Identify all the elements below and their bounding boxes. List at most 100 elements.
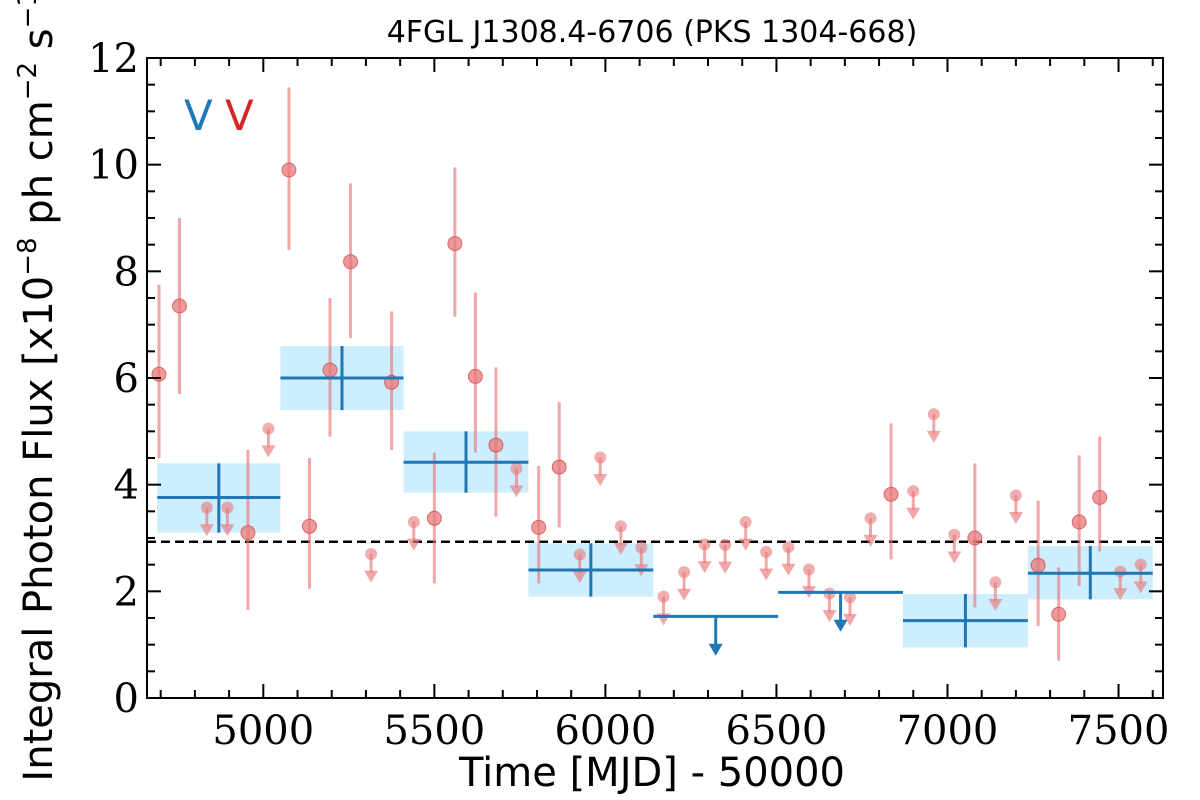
- short-bin-ul-point-3: [221, 501, 234, 514]
- short-bin-ul-point-22: [614, 520, 627, 533]
- short-bin-ul-arrow-41: [1008, 512, 1023, 524]
- y-tick-label-5: 10: [88, 143, 139, 189]
- short-bin-point-43: [1051, 606, 1067, 622]
- short-bin-ul-point-17: [510, 462, 523, 475]
- x-tick-label-3: 6500: [726, 708, 828, 754]
- short-bin-ul-arrow-47: [1133, 581, 1148, 594]
- y-tick-label-1: 2: [114, 569, 139, 615]
- y-axis-label-text: Integral Photon Flux [x10: [16, 276, 62, 782]
- short-bin-ul-arrow-28: [738, 538, 753, 551]
- short-bin-ul-point-27: [719, 538, 732, 551]
- short-bin-point-14: [447, 236, 463, 252]
- short-bin-ul-arrow-17: [509, 485, 524, 498]
- short-bin-ul-arrow-29: [759, 568, 774, 581]
- short-bin-point-39: [967, 530, 983, 546]
- short-bin-ul-point-34: [864, 512, 877, 525]
- y-tick-label-4: 8: [114, 249, 139, 295]
- short-bin-ul-point-41: [1009, 489, 1022, 502]
- legend-mark-long-bins: V: [184, 91, 213, 140]
- x-axis-label: Time [MJD] - 50000: [458, 750, 845, 796]
- y-axis-label-unit-ph: ph cm: [16, 100, 62, 237]
- short-bin-ul-arrow-30: [781, 563, 796, 576]
- short-bin-ul-point-10: [365, 548, 378, 560]
- short-bin-ul-point-47: [1134, 558, 1147, 571]
- short-bin-ul-point-26: [698, 538, 711, 551]
- short-bin-ul-arrow-40: [988, 598, 1003, 611]
- short-bin-ul-point-30: [782, 541, 795, 554]
- legend: V V: [184, 91, 254, 140]
- short-bin-ul-point-25: [678, 566, 691, 579]
- short-bin-ul-arrow-5: [261, 445, 276, 458]
- x-tick-label-2: 6000: [554, 708, 656, 754]
- chart-title: 4FGL J1308.4-6706 (PKS 1304-668): [387, 15, 918, 50]
- legend-mark-short-bins: V: [225, 91, 254, 140]
- short-bin-point-35: [883, 486, 899, 502]
- short-bin-point-8: [322, 362, 338, 378]
- short-bin-ul-arrow-38: [947, 551, 962, 564]
- x-tick-label-0: 5000: [212, 708, 314, 754]
- short-bin-ul-point-31: [802, 563, 815, 576]
- short-bin-ul-point-28: [739, 516, 752, 528]
- short-bin-point-6: [281, 162, 297, 178]
- short-bin-point-4: [240, 525, 256, 541]
- short-bin-point-45: [1092, 489, 1108, 505]
- short-bin-ul-point-38: [948, 528, 961, 541]
- short-bin-point-1: [171, 298, 187, 314]
- short-bin-ul-arrow-3: [220, 524, 235, 537]
- short-bin-ul-point-29: [760, 545, 773, 558]
- y-tick-label-3: 6: [114, 356, 139, 402]
- short-bin-point-15: [467, 368, 483, 384]
- short-bin-point-44: [1071, 514, 1087, 530]
- short-bin-ul-point-24: [657, 590, 670, 603]
- short-bin-ul-arrow-34: [863, 534, 878, 547]
- long-bin-ul-arrow-5: [833, 619, 848, 632]
- short-bin-ul-point-33: [843, 591, 856, 604]
- short-bin-ul-arrow-22: [613, 542, 628, 555]
- short-bin-ul-arrow-32: [822, 610, 837, 623]
- short-bin-ul-arrow-36: [906, 507, 921, 520]
- y-axis-label-exp2: −2: [13, 62, 43, 100]
- short-bin-point-7: [301, 518, 317, 534]
- short-bin-point-16: [488, 437, 504, 453]
- short-bin-ul-point-40: [989, 576, 1002, 589]
- y-axis-label: Integral Photon Flux [x10−8 ph cm−2 s−1]: [13, 0, 62, 782]
- short-bin-ul-point-21: [594, 451, 607, 464]
- y-axis-label-unit-s: s: [16, 28, 62, 62]
- short-bin-ul-point-5: [262, 422, 275, 435]
- short-bin-ul-point-2: [200, 501, 213, 514]
- short-bin-ul-arrow-27: [718, 561, 733, 574]
- short-bin-ul-arrow-20: [572, 571, 587, 584]
- axes: 5000 5500 6000 6500 7000 7500 0 2 4 6 8 10 12: [88, 36, 1169, 754]
- y-axis-label-exp1: −8: [13, 237, 43, 275]
- y-tick-label-2: 4: [114, 463, 139, 509]
- short-bin-ul-point-36: [907, 485, 920, 498]
- short-bin-point-18: [531, 519, 547, 535]
- short-bin-ul-arrow-26: [697, 561, 712, 574]
- short-bin-ul-arrow-37: [926, 430, 941, 443]
- x-tick-label-4: 7000: [897, 708, 999, 754]
- x-tick-label-5: 7500: [1068, 708, 1170, 754]
- short-bin-ul-point-46: [1114, 565, 1127, 578]
- short-bin-point-19: [551, 459, 567, 475]
- plot-area: [147, 87, 1163, 661]
- long-bin-ul-arrow-4: [708, 643, 723, 656]
- y-tick-label-0: 0: [114, 676, 139, 722]
- short-bin-ul-arrow-46: [1113, 588, 1128, 601]
- y-tick-label-6: 12: [88, 36, 139, 82]
- x-tick-label-1: 5500: [383, 708, 485, 754]
- short-bin-point-42: [1030, 557, 1046, 573]
- short-bin-point-0: [151, 366, 167, 382]
- short-bin-ul-point-12: [407, 516, 420, 528]
- short-bin-ul-arrow-33: [842, 613, 857, 626]
- short-bin-ul-arrow-25: [677, 588, 692, 601]
- short-bin-ul-arrow-12: [406, 538, 421, 551]
- short-bin-ul-point-23: [635, 541, 648, 554]
- short-bin-point-9: [343, 254, 359, 270]
- short-bin-ul-arrow-21: [593, 474, 608, 487]
- y-axis-label-exp3: −1: [13, 0, 43, 28]
- short-bin-ul-point-20: [573, 548, 586, 561]
- short-bin-ul-point-37: [927, 408, 940, 421]
- short-bin-ul-arrow-2: [199, 524, 214, 537]
- short-bin-point-13: [426, 510, 442, 526]
